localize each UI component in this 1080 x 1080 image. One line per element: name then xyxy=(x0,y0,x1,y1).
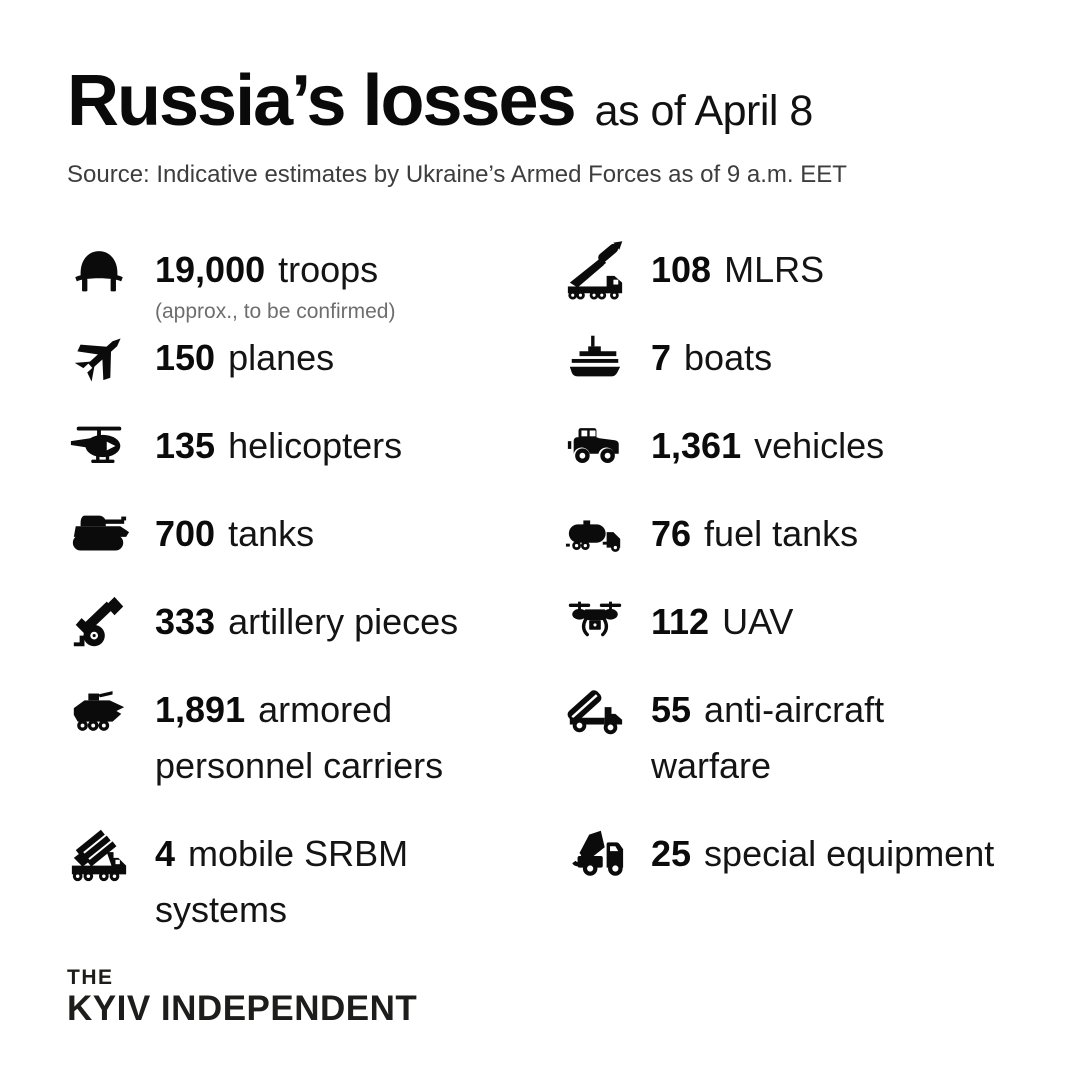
boats-label: boats xyxy=(684,337,773,378)
stats-left-column: 19,000 troops (approx., to be confirmed) … xyxy=(67,242,563,970)
stat-row-vehicles: 1,361 vehicles xyxy=(563,418,1040,474)
header: Russia’s losses as of April 8 Source: In… xyxy=(0,0,1080,190)
stat-row-fuel-tanks: 76 fuel tanks xyxy=(563,506,1040,562)
stat-row-apc: 1,891 armored personnel carriers xyxy=(67,682,563,794)
planes-value: 150 xyxy=(155,337,216,378)
stat-row-artillery: 333 artillery pieces xyxy=(67,594,563,650)
uav-value: 112 xyxy=(651,601,710,642)
special-equipment-label: special equipment xyxy=(704,833,995,874)
mlrs-value: 108 xyxy=(651,249,712,290)
srbm-label: mobile SRBM systems xyxy=(155,833,409,930)
stat-row-anti-aircraft: 55 anti-aircraft warfare xyxy=(563,682,1040,794)
fuel-tanks-label: fuel tanks xyxy=(704,513,859,554)
apc-value: 1,891 xyxy=(155,689,246,730)
page-title: Russia’s losses xyxy=(67,61,577,141)
anti-aircraft-label: anti-aircraft warfare xyxy=(651,689,885,786)
stat-row-boats: 7 boats xyxy=(563,330,1040,386)
troops-note: (approx., to be confirmed) xyxy=(155,300,396,323)
stats-right-column: 108 MLRS 7 boats 1,361 vehicles 76 fuel tank… xyxy=(563,241,1040,970)
troops-value: 19,000 xyxy=(155,249,266,290)
helicopters-value: 135 xyxy=(155,425,216,466)
crane-truck-icon xyxy=(563,826,627,882)
apc-label: armored personnel carriers xyxy=(155,689,444,786)
page-subtitle: as of April 8 xyxy=(594,87,814,135)
stat-row-mlrs: 108 MLRS xyxy=(563,241,1040,300)
planes-label: planes xyxy=(228,337,335,378)
source-line: Source: Indicative estimates by Ukraine’… xyxy=(67,161,847,188)
military-helmet-icon xyxy=(67,242,131,298)
fuel-tanker-icon xyxy=(563,506,627,562)
anti-aircraft-launcher-icon xyxy=(563,682,627,738)
stats-grid: 19,000 troops (approx., to be confirmed) … xyxy=(0,241,1080,970)
vehicles-value: 1,361 xyxy=(651,425,742,466)
srbm-value: 4 xyxy=(155,833,176,874)
stat-row-planes: 150 planes xyxy=(67,330,563,386)
stat-row-troops: 19,000 troops (approx., to be confirmed) xyxy=(67,242,563,326)
fuel-tanks-value: 76 xyxy=(651,513,692,554)
apc-icon xyxy=(67,682,131,738)
mlrs-truck-icon xyxy=(67,826,131,882)
vehicles-label: vehicles xyxy=(754,425,885,466)
artillery-value: 333 xyxy=(155,601,216,642)
boats-value: 7 xyxy=(651,337,672,378)
kyiv-independent-logo: THE KYIV INDEPENDENT xyxy=(67,966,417,1028)
special-equipment-value: 25 xyxy=(651,833,692,874)
artillery-label: artillery pieces xyxy=(228,601,459,642)
logo-line-the: THE xyxy=(67,966,114,989)
stat-row-tanks: 700 tanks xyxy=(67,506,563,562)
stat-row-srbm: 4 mobile SRBM systems xyxy=(67,826,563,938)
howitzer-icon xyxy=(67,594,131,650)
military-jeep-icon xyxy=(563,418,627,474)
warship-icon xyxy=(563,330,627,386)
uav-label: UAV xyxy=(722,601,794,642)
helicopter-icon xyxy=(67,418,131,474)
logo-line-kyiv-independent: KYIV INDEPENDENT xyxy=(67,989,418,1028)
mlrs-label: MLRS xyxy=(724,249,825,290)
troops-label: troops xyxy=(278,249,379,290)
helicopters-label: helicopters xyxy=(228,425,403,466)
tanks-value: 700 xyxy=(155,513,216,554)
tank-icon xyxy=(67,506,131,562)
mlrs-launch-icon xyxy=(563,241,627,300)
fighter-jet-icon xyxy=(67,330,131,386)
stat-row-uav: 112 UAV xyxy=(563,594,1040,650)
anti-aircraft-value: 55 xyxy=(651,689,692,730)
stat-row-special-equipment: 25 special equipment xyxy=(563,826,1040,882)
stat-row-helicopters: 135 helicopters xyxy=(67,418,563,474)
title-row: Russia’s losses as of April 8 xyxy=(67,58,1040,144)
tanks-label: tanks xyxy=(228,513,315,554)
quadcopter-drone-icon xyxy=(563,594,627,650)
